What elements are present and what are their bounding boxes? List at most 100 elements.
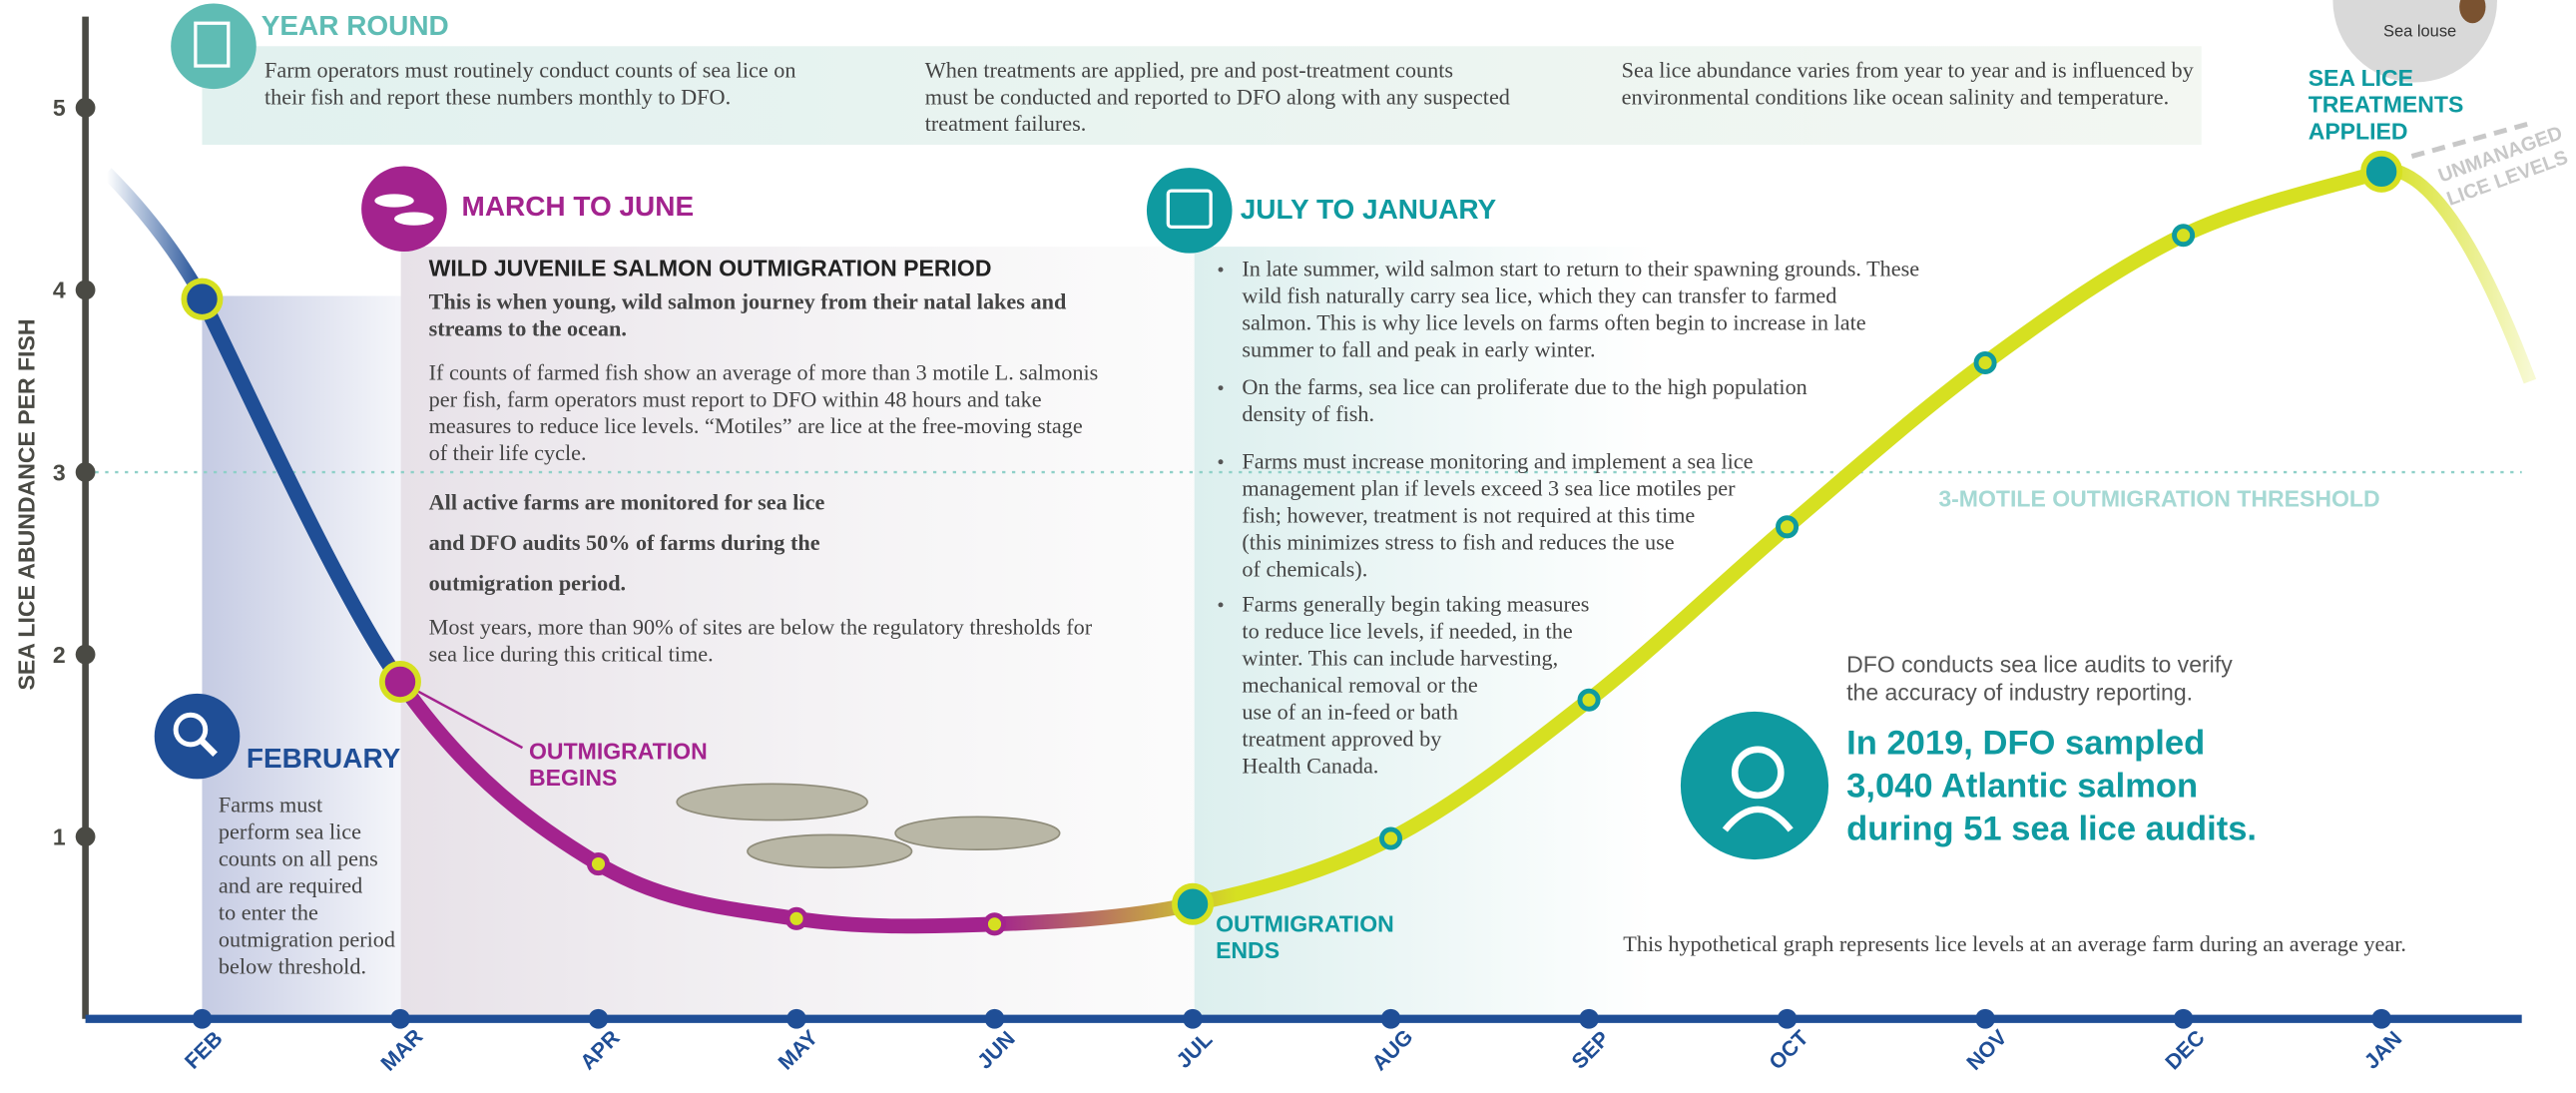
outmigration-ends-label: OUTMIGRATION <box>1216 910 1394 936</box>
data-point <box>1580 691 1598 709</box>
outmigration-begins-label: BEGINS <box>529 765 617 791</box>
july-january-bullet: of chemicals). <box>1242 556 1367 581</box>
data-point <box>1779 518 1797 536</box>
outmigration-begins-label: OUTMIGRATION <box>529 739 708 765</box>
x-tick-label: FEB <box>180 1026 227 1073</box>
march-june-highlight: outmigration period. <box>429 570 627 595</box>
march-june-intro: streams to the ocean. <box>429 315 627 340</box>
march-june-note: sea lice during this critical time. <box>429 641 714 666</box>
audit-intro: DFO conducts sea lice audits to verify <box>1846 651 2233 677</box>
data-point <box>1381 829 1399 847</box>
march-june-subheading: WILD JUVENILE SALMON OUTMIGRATION PERIOD <box>429 256 992 281</box>
icon-glyph <box>374 194 414 207</box>
march-june-body: per fish, farm operators must report to … <box>429 386 1042 411</box>
x-tick <box>390 1009 410 1029</box>
july-january-bullet: use of an in-feed or bath <box>1242 699 1458 724</box>
july-january-bullet: Farms must increase monitoring and imple… <box>1242 448 1753 473</box>
july-january-heading: JULY TO JANUARY <box>1241 194 1497 225</box>
march-june-body: measures to reduce lice levels. “Motiles… <box>429 413 1083 438</box>
february-body: to enter the <box>219 899 318 924</box>
year-round-text: When treatments are applied, pre and pos… <box>925 58 1453 83</box>
year-round-text: their fish and report these numbers mont… <box>264 84 731 109</box>
y-tick <box>76 462 96 482</box>
year-round-heading: YEAR ROUND <box>261 10 449 41</box>
july-january-bullet: mechanical removal or the <box>1242 673 1477 698</box>
x-tick-label: MAR <box>376 1024 427 1075</box>
outmigration-ends-label: ENDS <box>1216 937 1280 963</box>
treatments-label: APPLIED <box>2309 118 2408 144</box>
year-round-text: treatment failures. <box>925 111 1087 136</box>
x-tick <box>2174 1009 2194 1029</box>
x-tick-label: AUG <box>1367 1025 1418 1076</box>
data-point <box>985 915 1003 933</box>
chart: 3-MOTILE OUTMIGRATION THRESHOLD 1 2 3 4 5 SEA … <box>0 0 2576 1093</box>
y-tick-label: 3 <box>53 459 66 485</box>
y-tick-label: 4 <box>53 277 66 303</box>
y-tick-label: 5 <box>53 95 66 121</box>
data-point <box>2175 227 2193 245</box>
july-january-bullet: treatment approved by <box>1242 726 1442 751</box>
july-january-bullet: fish; however, treatment is not required… <box>1242 502 1695 527</box>
x-tick <box>985 1009 1005 1029</box>
year-round-text: must be conducted and reported to DFO al… <box>925 84 1510 109</box>
x-tick-label: APR <box>576 1026 625 1075</box>
july-january-bullet: Health Canada. <box>1242 753 1378 778</box>
y-tick-label: 1 <box>53 823 66 849</box>
year-round-text: Farm operators must routinely conduct co… <box>264 58 796 83</box>
bullet <box>1219 268 1224 273</box>
x-tick-label: MAY <box>773 1025 822 1074</box>
february-body: outmigration period <box>219 926 395 951</box>
july-january-bullet: winter. This can include harvesting, <box>1242 646 1558 671</box>
bullet <box>1219 459 1224 464</box>
x-tick-label: SEP <box>1567 1026 1614 1073</box>
curve-lead-in <box>107 173 202 297</box>
july-january-bullet: to reduce lice levels, if needed, in the <box>1242 619 1572 644</box>
march-june-icon <box>361 166 447 252</box>
footnote: This hypothetical graph represents lice … <box>1623 931 2406 956</box>
july-january-icon <box>1147 168 1233 254</box>
y-tick-label: 2 <box>53 642 66 668</box>
threshold-label: 3-MOTILE OUTMIGRATION THRESHOLD <box>1938 486 2379 512</box>
treatments-label: TREATMENTS <box>2309 92 2464 118</box>
year-round-text: Sea lice abundance varies from year to y… <box>1622 58 2195 83</box>
july-january-bullet: In late summer, wild salmon start to ret… <box>1242 257 1919 281</box>
july-january-bullet: salmon. This is why lice levels on farms… <box>1242 310 1865 335</box>
february-body: Farms must <box>219 792 323 817</box>
x-tick <box>589 1009 609 1029</box>
march-june-body: of their life cycle. <box>429 440 587 465</box>
july-january-bullet: management plan if levels exceed 3 sea l… <box>1242 475 1736 500</box>
data-point <box>589 855 607 873</box>
bullet <box>1219 602 1224 607</box>
y-tick <box>76 98 96 118</box>
x-tick-label: DEC <box>2161 1026 2210 1075</box>
x-tick <box>193 1009 213 1029</box>
x-tick <box>1975 1009 1995 1029</box>
x-tick <box>1381 1009 1401 1029</box>
y-axis-label: SEA LICE ABUNDANCE PER FISH <box>14 319 40 691</box>
data-point <box>382 664 418 700</box>
audit-icon <box>1681 712 1828 859</box>
data-point <box>2363 154 2399 190</box>
x-tick <box>1778 1009 1798 1029</box>
february-body: below threshold. <box>219 953 366 978</box>
x-tick <box>786 1009 806 1029</box>
audit-highlight: during 51 sea lice audits. <box>1846 810 2257 847</box>
bullet <box>1219 385 1224 390</box>
audit-intro: the accuracy of industry reporting. <box>1846 679 2193 705</box>
treatments-label: SEA LICE <box>2309 65 2413 91</box>
february-body: perform sea lice <box>219 819 361 843</box>
march-june-highlight: and DFO audits 50% of farms during the <box>429 530 820 555</box>
icon-glyph <box>394 213 434 226</box>
data-point <box>1175 886 1211 922</box>
x-tick-label: NOV <box>1962 1025 2012 1075</box>
july-january-bullet: density of fish. <box>1242 401 1374 426</box>
february-body: counts on all pens <box>219 845 378 870</box>
fish-icon <box>748 834 912 867</box>
y-tick <box>76 280 96 300</box>
july-january-bullet: On the farms, sea lice can proliferate d… <box>1242 374 1806 399</box>
data-point <box>1976 353 1994 371</box>
year-round-text: environmental conditions like ocean sali… <box>1622 84 2170 109</box>
july-january-bullet: (this minimizes stress to fish and reduc… <box>1242 529 1674 554</box>
february-icon <box>155 694 241 780</box>
x-tick <box>1579 1009 1599 1029</box>
